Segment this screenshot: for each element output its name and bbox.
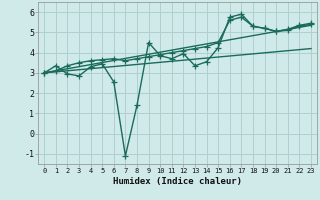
X-axis label: Humidex (Indice chaleur): Humidex (Indice chaleur) bbox=[113, 177, 242, 186]
